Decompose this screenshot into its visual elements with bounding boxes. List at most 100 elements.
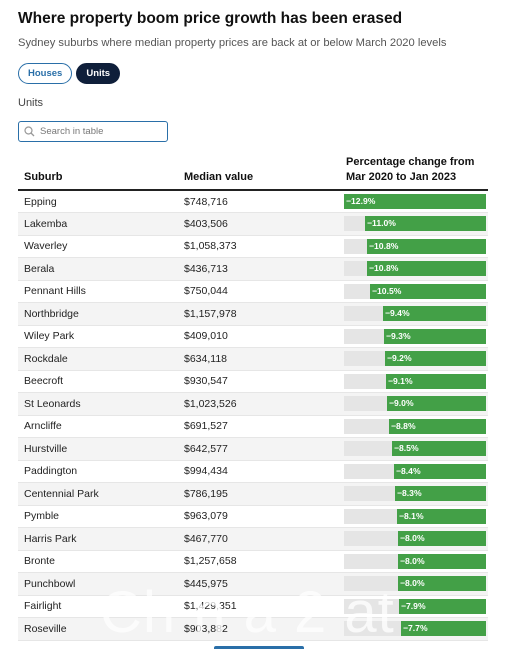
cell-suburb: Pennant Hills <box>24 285 86 298</box>
bar-track: −8.3% <box>344 486 486 502</box>
cell-suburb: Fairlight <box>24 600 62 613</box>
cell-percentage-change: −10.8% <box>340 258 488 281</box>
cell-suburb: Arncliffe <box>24 420 62 433</box>
bar-track: −9.4% <box>344 306 486 322</box>
cell-suburb: Paddington <box>24 465 78 478</box>
bar-label: −11.0% <box>367 218 396 229</box>
bar-label: −7.9% <box>401 600 426 611</box>
bar-track: −7.7% <box>344 621 486 637</box>
cell-median-value: $903,882 <box>184 622 228 635</box>
bar-label: −9.1% <box>388 375 413 386</box>
bar-fill <box>384 328 486 344</box>
bar-track: −8.5% <box>344 441 486 457</box>
cell-median-value: $1,429,351 <box>184 600 237 613</box>
bar-label: −7.7% <box>403 623 428 634</box>
cell-median-value: $930,547 <box>184 375 228 388</box>
cell-suburb: Centennial Park <box>24 487 99 500</box>
bar-fill <box>365 216 486 232</box>
houses-toggle-button[interactable]: Houses <box>18 63 73 84</box>
cell-percentage-change: −8.0% <box>340 528 488 551</box>
table-row: Harris Park $467,770 −8.0% <box>18 527 488 551</box>
cell-percentage-change: −9.0% <box>340 393 488 416</box>
cell-suburb: Northbridge <box>24 307 79 320</box>
page-subtitle: Sydney suburbs where median property pri… <box>18 37 447 49</box>
table-body: Epping $748,716 −12.9% Lakemba $403,506 −11.0… <box>18 190 488 640</box>
search-icon <box>24 126 35 137</box>
bar-label: −9.0% <box>389 398 414 409</box>
table-row: Arncliffe $691,527 −8.8% <box>18 415 488 438</box>
header-median-value[interactable]: Median value <box>178 152 340 191</box>
header-suburb[interactable]: Suburb <box>18 152 178 191</box>
bar-track: −10.5% <box>344 283 486 299</box>
bar-fill <box>399 598 486 614</box>
cell-percentage-change: −9.1% <box>340 370 488 393</box>
cell-median-value: $1,058,373 <box>184 240 237 253</box>
bar-fill <box>385 351 486 367</box>
bar-track: −9.2% <box>344 351 486 367</box>
bar-fill <box>367 238 486 254</box>
bar-track: −8.8% <box>344 418 486 434</box>
table-row: Roseville $903,882 −7.7% <box>18 617 488 641</box>
bar-track: −7.9% <box>344 598 486 614</box>
table-row: Waverley $1,058,373 −10.8% <box>18 235 488 258</box>
cell-suburb: Punchbowl <box>24 577 76 590</box>
cell-suburb: Lakemba <box>24 217 68 230</box>
cell-percentage-change: −7.7% <box>340 618 488 641</box>
cell-percentage-change: −9.2% <box>340 348 488 371</box>
bar-label: −10.8% <box>369 240 399 251</box>
bar-fill <box>394 463 486 479</box>
bar-track: −8.0% <box>344 553 486 569</box>
cell-suburb: Beecroft <box>24 375 64 388</box>
bar-fill <box>398 576 486 592</box>
bar-fill <box>398 553 486 569</box>
bar-label: −10.8% <box>369 263 399 274</box>
table-row: Paddington $994,434 −8.4% <box>18 460 488 483</box>
bar-fill <box>387 396 486 412</box>
cell-median-value: $642,577 <box>184 442 228 455</box>
bar-label: −8.0% <box>400 578 425 589</box>
bar-track: −10.8% <box>344 238 486 254</box>
bar-label: −10.5% <box>372 285 402 296</box>
cell-percentage-change: −9.4% <box>340 303 488 326</box>
cell-suburb: St Leonards <box>24 397 81 410</box>
cell-median-value: $963,079 <box>184 510 228 523</box>
bar-label: −9.3% <box>386 330 411 341</box>
table-row: Berala $436,713 −10.8% <box>18 257 488 281</box>
search-input[interactable] <box>40 126 165 137</box>
cell-median-value: $634,118 <box>184 352 228 365</box>
bar-label: −8.5% <box>394 443 419 454</box>
cell-percentage-change: −8.0% <box>340 573 488 596</box>
cell-median-value: $467,770 <box>184 532 228 545</box>
bar-fill <box>367 261 486 277</box>
bar-label: −9.2% <box>387 353 412 364</box>
page-title: Where property boom price growth has bee… <box>18 10 403 27</box>
cell-percentage-change: −8.0% <box>340 550 488 573</box>
table-row: Pennant Hills $750,044 −10.5% <box>18 280 488 303</box>
cell-median-value: $403,506 <box>184 217 228 230</box>
bar-label: −8.4% <box>396 465 421 476</box>
bar-fill <box>383 306 486 322</box>
table-row: Epping $748,716 −12.9% <box>18 190 488 213</box>
cell-percentage-change: −10.8% <box>340 235 488 258</box>
units-toggle-button[interactable]: Units <box>76 63 121 84</box>
bar-fill <box>401 621 486 637</box>
bar-track: −8.0% <box>344 531 486 547</box>
search-box[interactable] <box>18 121 168 142</box>
bar-label: −8.3% <box>397 488 422 499</box>
cell-median-value: $409,010 <box>184 330 228 343</box>
bar-label: −9.4% <box>385 308 410 319</box>
cell-percentage-change: −8.5% <box>340 438 488 461</box>
table-row: Hurstville $642,577 −8.5% <box>18 437 488 461</box>
bar-track: −8.4% <box>344 463 486 479</box>
cell-median-value: $750,044 <box>184 285 228 298</box>
bar-fill <box>392 441 486 457</box>
scroll-indicator[interactable] <box>214 646 304 649</box>
bar-label: −12.9% <box>346 196 376 206</box>
cell-percentage-change: −7.9% <box>340 595 488 618</box>
header-percentage-change[interactable]: Percentage change from Mar 2020 to Jan 2… <box>340 152 488 191</box>
cell-suburb: Waverley <box>24 240 68 253</box>
table-row: Centennial Park $786,195 −8.3% <box>18 482 488 505</box>
property-type-toggle: Houses Units <box>18 63 489 85</box>
table-row: Punchbowl $445,975 −8.0% <box>18 572 488 596</box>
bar-label: −8.1% <box>399 510 424 521</box>
